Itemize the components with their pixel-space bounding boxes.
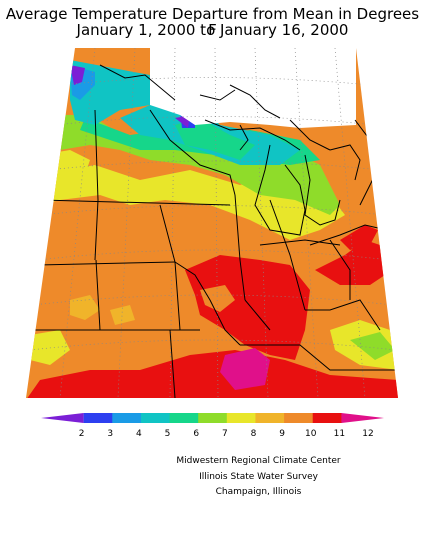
legend-label: 5 [165, 429, 171, 439]
legend-swatch [226, 413, 256, 423]
color-legend: 2 3 4 5 6 7 8 9 10 11 12 [41, 413, 384, 439]
legend-label: 3 [107, 429, 113, 439]
legend-bar [41, 413, 384, 423]
legend-swatch [140, 413, 171, 423]
legend-label: 8 [251, 429, 257, 439]
legend-swatch [112, 413, 142, 423]
legend-swatch [169, 413, 199, 423]
legend-label: 2 [79, 429, 85, 439]
state-boundaries [35, 64, 398, 398]
legend-swatch [255, 413, 285, 423]
legend-label: 12 [362, 429, 373, 439]
legend-label: 4 [136, 429, 142, 439]
legend-label: 9 [279, 429, 285, 439]
legend-swatch [284, 413, 314, 423]
legend-swatch [198, 413, 228, 423]
map-subtitle: January 1, 2000 to January 16, 2000 [76, 21, 349, 39]
legend-label: 7 [222, 429, 228, 439]
legend-swatch [41, 413, 84, 423]
credit-line-3: Champaign, Illinois [215, 487, 302, 497]
legend-label: 10 [305, 429, 317, 439]
credit-line-1: Midwestern Regional Climate Center [176, 456, 341, 466]
legend-swatch [83, 413, 113, 423]
legend-swatch [312, 413, 342, 423]
map-fill [26, 48, 398, 398]
legend-label: 6 [193, 429, 199, 439]
map-title: Average Temperature Departure from Mean … [5, 5, 420, 39]
legend-labels: 2 3 4 5 6 7 8 9 10 11 12 [79, 429, 374, 439]
credit-line-2: Illinois State Water Survey [199, 472, 318, 482]
legend-label: 11 [334, 429, 345, 439]
legend-swatch [341, 413, 384, 423]
